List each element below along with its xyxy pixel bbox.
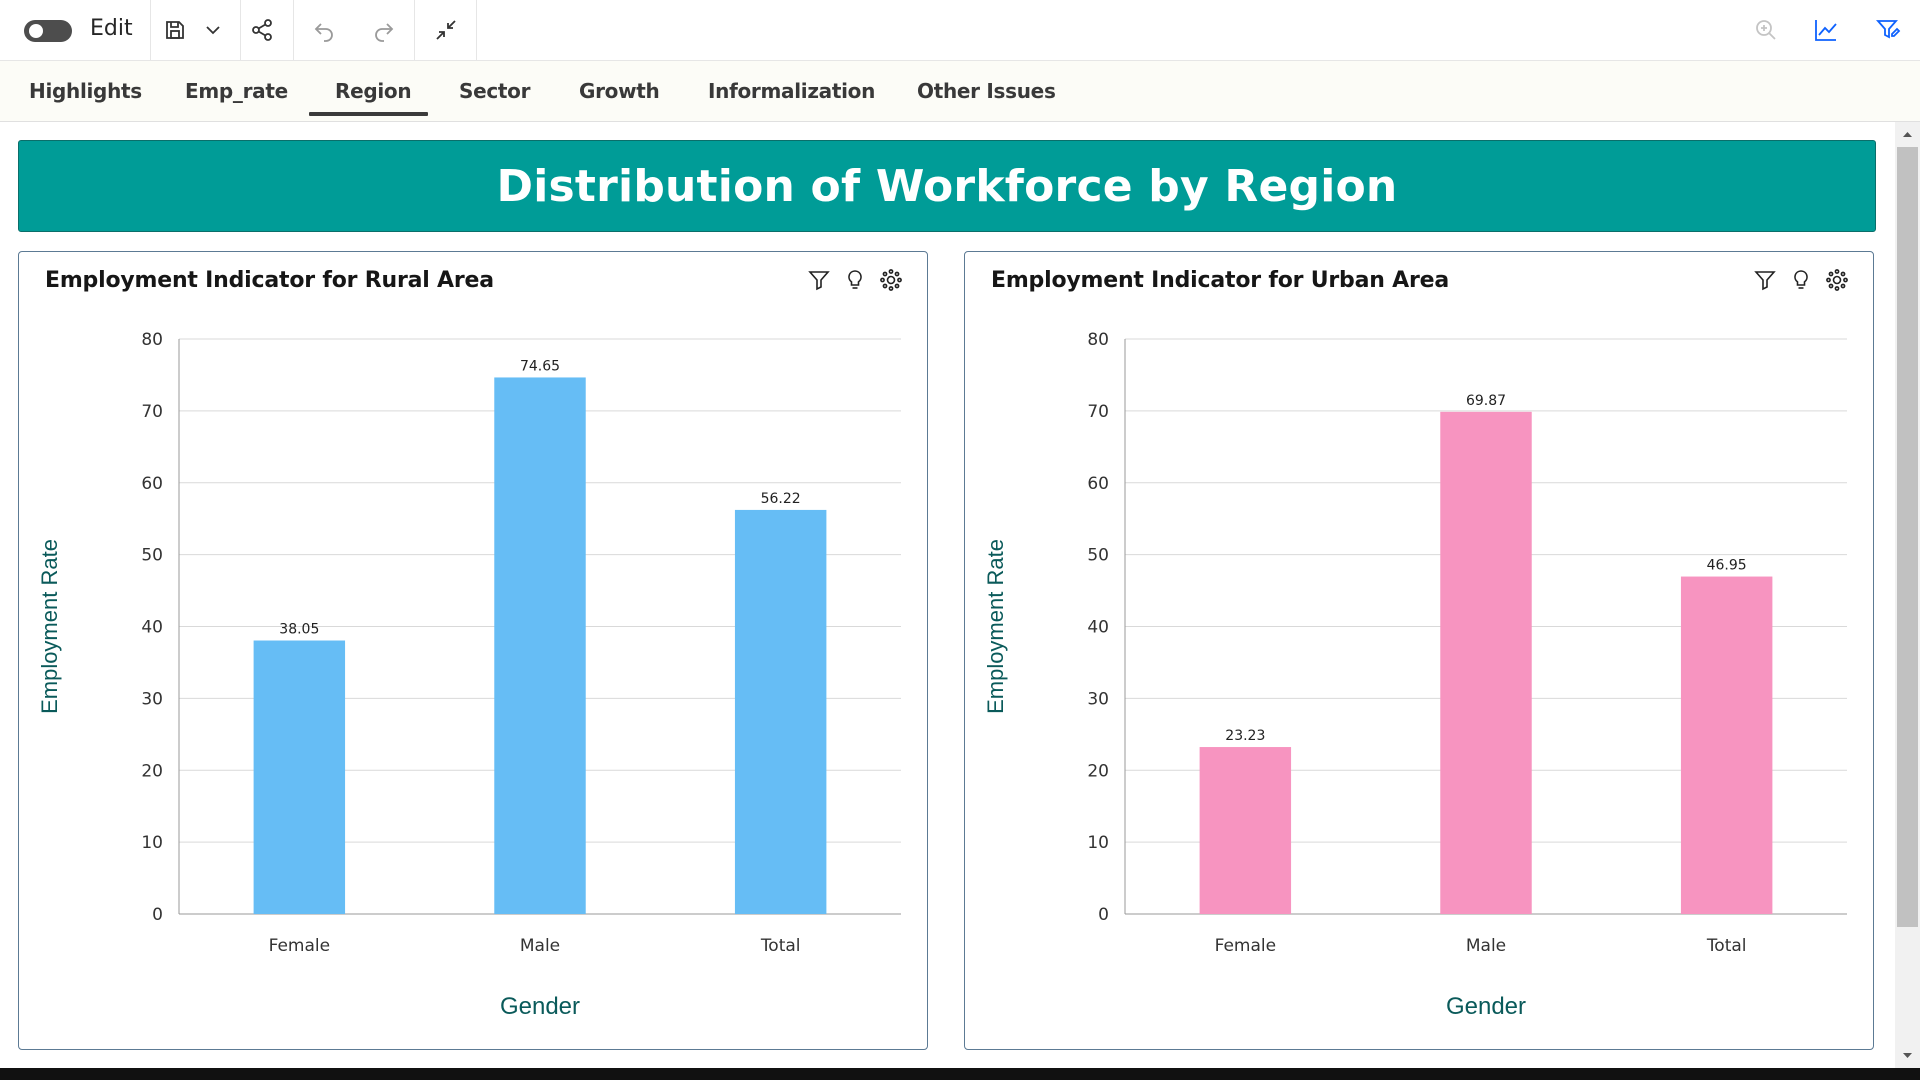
urban-x-tick-label: Total bbox=[1706, 936, 1747, 956]
collapse-icon[interactable] bbox=[430, 0, 462, 60]
rural-chart-title: Employment Indicator for Rural Area bbox=[45, 268, 494, 293]
tab-other-issues[interactable]: Other Issues bbox=[917, 79, 1056, 103]
scroll-up-arrow-icon[interactable] bbox=[1895, 124, 1920, 144]
rural-y-tick-label: 30 bbox=[141, 689, 163, 709]
zoom-in-icon[interactable] bbox=[1750, 0, 1782, 60]
active-tab-indicator bbox=[309, 112, 428, 116]
filter-icon[interactable] bbox=[807, 268, 833, 294]
urban-x-tick-label: Male bbox=[1466, 936, 1506, 956]
tab-bar: Highlights Emp_rate Region Sector Growth… bbox=[0, 61, 1920, 122]
tab-emp-rate[interactable]: Emp_rate bbox=[185, 79, 288, 103]
urban-bar-value-label: 23.23 bbox=[1225, 728, 1265, 744]
rural-bar-value-label: 56.22 bbox=[761, 491, 801, 507]
urban-chart-title: Employment Indicator for Urban Area bbox=[991, 268, 1450, 293]
urban-x-ticks: Female Male Total bbox=[1215, 936, 1747, 956]
urban-y-axis-title: Employment Rate bbox=[983, 539, 1008, 714]
rural-x-ticks: Female Male Total bbox=[269, 936, 801, 956]
insight-bulb-icon[interactable] bbox=[1789, 268, 1815, 294]
tab-growth[interactable]: Growth bbox=[579, 79, 660, 103]
rural-x-tick-label: Female bbox=[269, 936, 330, 956]
toolbar-divider bbox=[414, 0, 415, 60]
rural-y-tick-label: 60 bbox=[141, 474, 163, 494]
urban-bar-value-label: 46.95 bbox=[1707, 558, 1747, 574]
urban-y-tick-label: 30 bbox=[1087, 689, 1109, 709]
toolbar-divider bbox=[240, 0, 241, 60]
urban-bars: 23.23 69.87 46.95 bbox=[1199, 393, 1773, 914]
edit-label: Edit bbox=[90, 16, 133, 41]
page-title-banner: Distribution of Workforce by Region bbox=[18, 140, 1876, 232]
urban-bar-chart: 23.23 69.87 46.95 0 10 20 30 40 50 60 70 80 Female… bbox=[983, 330, 1847, 1020]
toolbar-divider bbox=[150, 0, 151, 60]
urban-y-tick-label: 60 bbox=[1087, 474, 1109, 494]
tab-highlights[interactable]: Highlights bbox=[29, 79, 142, 103]
urban-y-tick-label: 20 bbox=[1087, 761, 1109, 781]
rural-bar-value-label: 74.65 bbox=[520, 358, 560, 374]
urban-bar-total[interactable] bbox=[1680, 576, 1773, 914]
urban-y-tick-label: 10 bbox=[1087, 833, 1109, 853]
urban-y-tick-label: 80 bbox=[1087, 330, 1109, 350]
rural-x-axis-title: Gender bbox=[500, 993, 580, 1020]
urban-bar-value-label: 69.87 bbox=[1466, 393, 1506, 409]
urban-bar-male[interactable] bbox=[1440, 411, 1532, 914]
redo-icon[interactable] bbox=[368, 0, 400, 60]
urban-x-axis-title: Gender bbox=[1446, 993, 1526, 1020]
rural-y-tick-label: 80 bbox=[141, 330, 163, 350]
rural-bar-chart: 38.05 74.65 56.22 0 10 20 30 40 50 60 70 80 Female… bbox=[37, 330, 901, 1020]
urban-y-tick-label: 0 bbox=[1098, 905, 1109, 925]
toolbar-divider bbox=[476, 0, 477, 60]
tab-informalization[interactable]: Informalization bbox=[708, 79, 876, 103]
urban-chart-card: Employment Indicator for Urban Area 23.2… bbox=[964, 251, 1874, 1050]
line-chart-icon[interactable] bbox=[1810, 0, 1842, 60]
rural-bar-total[interactable] bbox=[734, 509, 827, 914]
filter-edit-icon[interactable] bbox=[1872, 0, 1904, 60]
tab-sector[interactable]: Sector bbox=[459, 79, 531, 103]
filter-icon[interactable] bbox=[1753, 268, 1779, 294]
rural-x-tick-label: Male bbox=[520, 936, 560, 956]
rural-x-tick-label: Total bbox=[760, 936, 801, 956]
urban-bar-female[interactable] bbox=[1199, 747, 1292, 914]
scrollbar-thumb[interactable] bbox=[1897, 147, 1918, 927]
tab-region[interactable]: Region bbox=[335, 79, 412, 103]
share-icon[interactable] bbox=[246, 0, 278, 60]
rural-chart-card: Employment Indicator for Rural Area 38.0… bbox=[18, 251, 928, 1050]
settings-icon[interactable] bbox=[1825, 268, 1851, 294]
insight-bulb-icon[interactable] bbox=[843, 268, 869, 294]
bottom-edge-bar bbox=[0, 1068, 1920, 1080]
rural-y-tick-label: 40 bbox=[141, 618, 163, 638]
rural-y-tick-label: 50 bbox=[141, 546, 163, 566]
rural-y-tick-label: 0 bbox=[152, 905, 163, 925]
undo-icon[interactable] bbox=[308, 0, 340, 60]
toolbar: Edit bbox=[0, 0, 1920, 61]
urban-x-tick-label: Female bbox=[1215, 936, 1276, 956]
rural-y-tick-label: 70 bbox=[141, 402, 163, 422]
urban-y-tick-label: 70 bbox=[1087, 402, 1109, 422]
settings-icon[interactable] bbox=[879, 268, 905, 294]
rural-y-axis-title: Employment Rate bbox=[37, 539, 62, 714]
edit-toggle-switch[interactable] bbox=[24, 20, 72, 42]
rural-bar-male[interactable] bbox=[494, 377, 586, 914]
urban-y-tick-label: 40 bbox=[1087, 618, 1109, 638]
urban-y-tick-label: 50 bbox=[1087, 546, 1109, 566]
rural-y-ticks: 0 10 20 30 40 50 60 70 80 bbox=[141, 330, 163, 925]
rural-bars: 38.05 74.65 56.22 bbox=[253, 358, 827, 914]
urban-y-ticks: 0 10 20 30 40 50 60 70 80 bbox=[1087, 330, 1109, 925]
rural-y-tick-label: 20 bbox=[141, 761, 163, 781]
rural-bar-value-label: 38.05 bbox=[279, 622, 319, 638]
chevron-down-icon[interactable] bbox=[200, 0, 226, 60]
scroll-down-arrow-icon[interactable] bbox=[1895, 1046, 1920, 1066]
rural-bar-female[interactable] bbox=[253, 640, 346, 914]
save-icon[interactable] bbox=[160, 0, 190, 60]
toolbar-divider bbox=[293, 0, 294, 60]
rural-y-tick-label: 10 bbox=[141, 833, 163, 853]
